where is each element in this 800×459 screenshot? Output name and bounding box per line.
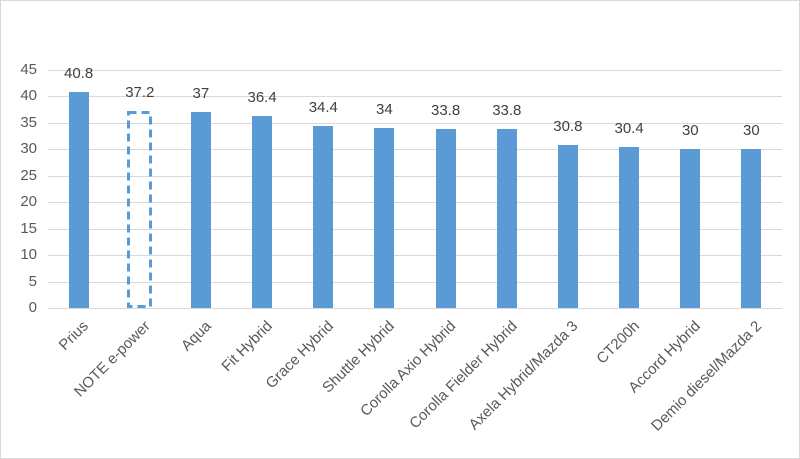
gridline	[48, 281, 782, 283]
y-tick-label: 35	[20, 113, 37, 131]
category-label: Demio diesel/Mazda 2	[648, 317, 766, 435]
bar	[435, 129, 456, 308]
gridline	[48, 96, 782, 98]
y-tick-label: 5	[28, 272, 37, 290]
bar-value-label: 30.8	[553, 118, 583, 136]
bar	[619, 147, 640, 308]
highlighted-bar	[127, 111, 153, 309]
dashed-bar-outline	[127, 111, 153, 309]
bar	[557, 145, 578, 308]
gridline	[48, 202, 782, 204]
bar	[374, 128, 395, 308]
category-label: Axela Hybrid/Mazda 3	[465, 317, 582, 434]
bar-value-label: 30	[681, 122, 699, 140]
y-tick-label: 0	[28, 299, 37, 316]
bar-value-label: 33.8	[430, 102, 461, 120]
y-tick-label: 45	[20, 61, 37, 78]
category-label: Corolla Fielder Hybrid	[405, 317, 521, 433]
bar	[496, 129, 517, 308]
y-tick-label: 15	[20, 219, 37, 237]
category-label: CT200h	[593, 317, 643, 368]
bar	[680, 149, 701, 308]
bar-value-label: 37	[192, 85, 210, 103]
bar	[313, 126, 334, 308]
bar-value-label: 37.2	[125, 84, 155, 102]
gridline	[48, 122, 782, 124]
y-tick-label: 30	[20, 140, 37, 158]
bar-value-label: 34.4	[308, 99, 338, 117]
bar-value-label: 36.4	[247, 88, 277, 106]
y-tick-label: 20	[20, 193, 37, 211]
bar	[741, 149, 762, 308]
gridline	[48, 70, 782, 71]
gridline	[48, 228, 782, 230]
y-tick-label: 25	[20, 166, 37, 184]
bar-value-label: 34	[376, 101, 393, 119]
gridline	[48, 308, 782, 309]
bar-value-label: 33.8	[492, 102, 522, 120]
bar	[252, 115, 273, 308]
y-tick-label: 10	[20, 246, 37, 264]
bar-value-label: 40.8	[63, 65, 94, 83]
category-label: Prius	[56, 317, 93, 354]
bar-value-label: 30.4	[614, 120, 644, 138]
gridline	[48, 255, 782, 257]
category-label: Aqua	[177, 317, 215, 355]
bar	[190, 112, 211, 308]
category-label: Fit Hybrid	[218, 317, 276, 376]
gridline	[48, 175, 782, 177]
bar	[68, 92, 89, 308]
gridline	[48, 149, 782, 151]
bar-value-label: 30	[743, 122, 760, 140]
y-tick-label: 40	[20, 87, 37, 105]
